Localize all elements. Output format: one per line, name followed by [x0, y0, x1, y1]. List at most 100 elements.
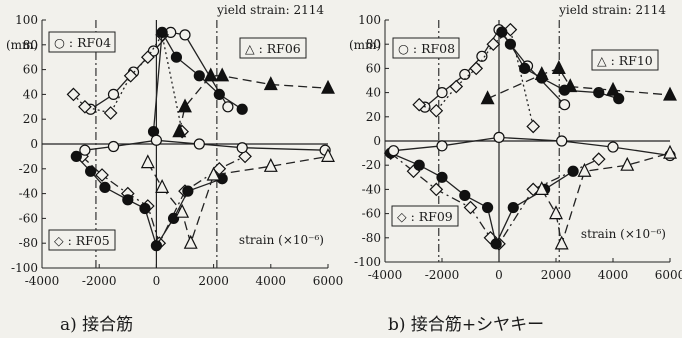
data-point-triangle: [263, 157, 278, 172]
data-point-triangle: [263, 76, 278, 91]
series-line: [152, 30, 243, 132]
data-point-circle: [122, 194, 134, 206]
data-point-circle: [222, 101, 234, 113]
data-point-circle: [482, 201, 494, 214]
data-point-triangle: [321, 148, 335, 162]
x-tick-label: 4000: [256, 274, 287, 288]
data-point-circle: [193, 70, 205, 82]
x-tick-label: -4000: [25, 274, 60, 288]
data-point-circle: [150, 240, 162, 252]
chart-panel-b: 100 80 60 40 20 0 -20 -40 -60 -80 -100-4000 -2000 0 2…: [349, 3, 682, 335]
y-tick-label: -60: [362, 207, 381, 221]
data-point-triangle: [606, 81, 620, 96]
data-point-circle: [70, 150, 82, 162]
data-point-triangle: [577, 162, 592, 177]
data-point-diamond: [449, 79, 464, 94]
data-point-triangle: [549, 205, 563, 220]
y-tick-label: 20: [366, 110, 381, 124]
data-point-circle: [236, 142, 248, 154]
data-point-circle: [558, 99, 571, 111]
x-tick-label: -2000: [82, 274, 117, 288]
data-point-diamond: [469, 61, 484, 76]
data-point-diamond: [591, 152, 606, 166]
data-point-circle: [182, 185, 194, 197]
data-point-circle: [147, 45, 160, 57]
data-point-circle: [156, 26, 168, 39]
data-point-circle: [236, 103, 248, 115]
y-tick-label: -20: [19, 162, 38, 176]
data-point-diamond: [412, 97, 427, 112]
y-tick-label: -20: [362, 158, 381, 172]
data-point-circle: [79, 144, 91, 156]
data-point-triangle: [480, 90, 495, 105]
data-point-triangle: [155, 179, 170, 193]
data-point-circle: [496, 26, 508, 38]
legend-box: [239, 37, 307, 59]
strain-unit-label: strain (×10⁻⁶): [239, 233, 324, 247]
series-line: [84, 139, 326, 151]
data-point-circle: [493, 131, 505, 143]
series-line: [393, 136, 671, 157]
data-point-circle: [436, 140, 448, 152]
x-tick-label: 2000: [198, 274, 229, 288]
series-line: [147, 155, 329, 246]
legend-box: [48, 229, 116, 251]
x-tick-label: 4000: [598, 268, 629, 282]
data-point-circle: [459, 189, 471, 202]
data-point-circle: [387, 145, 400, 157]
data-point-circle: [567, 165, 579, 177]
legend-label: △ : RF10: [597, 53, 653, 68]
y-tick-label: 0: [30, 137, 38, 151]
data-point-diamond: [463, 200, 478, 215]
data-point-circle: [490, 238, 502, 250]
y-tick-label: 0: [373, 134, 381, 148]
data-point-circle: [170, 51, 183, 63]
y-tick-label: 60: [23, 63, 38, 77]
data-point-triangle: [663, 86, 677, 101]
y-tick-label: 80: [23, 38, 38, 52]
y-tick-label: -80: [19, 236, 38, 250]
data-point-circle: [179, 29, 191, 41]
y-tick-label: -40: [362, 182, 381, 196]
legend-box: [591, 49, 659, 71]
data-point-triangle: [206, 166, 221, 181]
data-point-circle: [85, 165, 97, 177]
panel-caption: a) 接合筋: [60, 315, 133, 335]
y-tick-label: 100: [358, 13, 381, 27]
y-tick-label: -40: [19, 187, 38, 201]
legend-box: [48, 31, 116, 53]
data-point-circle: [593, 86, 605, 99]
data-point-circle: [507, 201, 519, 214]
y-tick-label: -80: [362, 231, 381, 245]
data-point-diamond: [66, 87, 81, 102]
y-tick-label: -100: [354, 255, 381, 269]
data-point-circle: [413, 159, 425, 171]
data-point-diamond: [238, 149, 252, 164]
strain-unit-label: strain (×10⁻⁶): [581, 227, 666, 241]
data-point-circle: [167, 212, 180, 224]
data-point-circle: [107, 140, 120, 153]
legend-label: △ : RF06: [245, 41, 301, 56]
data-point-triangle: [175, 203, 190, 218]
data-point-triangle: [620, 156, 635, 171]
legend-label: ○ : RF08: [398, 41, 455, 56]
data-point-diamond: [140, 50, 155, 65]
data-point-triangle: [534, 181, 549, 195]
yield-strain-label: yield strain: 2114: [216, 3, 324, 17]
data-point-triangle: [215, 67, 230, 82]
data-point-diamond: [103, 106, 118, 120]
x-tick-label: 2000: [541, 268, 572, 282]
data-point-circle: [193, 138, 205, 150]
data-point-diamond: [429, 182, 444, 197]
data-point-circle: [99, 181, 111, 193]
legend-box: [392, 37, 460, 59]
y-axis-unit: (mm): [6, 38, 38, 52]
x-tick-label: -2000: [425, 268, 460, 282]
data-point-circle: [213, 88, 225, 101]
data-point-triangle: [140, 154, 155, 169]
legend-label: ◇ : RF09: [397, 209, 453, 224]
data-point-triangle: [178, 98, 192, 113]
data-point-triangle: [534, 66, 549, 81]
y-tick-label: 40: [366, 86, 381, 100]
data-point-diamond: [95, 168, 109, 182]
